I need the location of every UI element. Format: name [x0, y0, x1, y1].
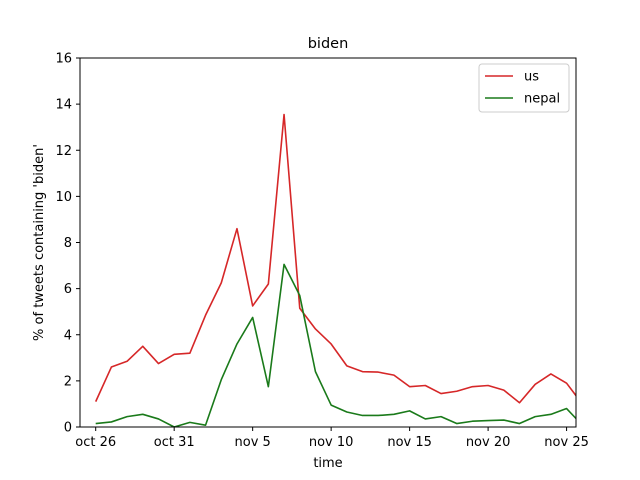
y-tick-label: 10 — [55, 190, 72, 205]
y-tick-label: 12 — [55, 144, 72, 159]
y-tick-label: 16 — [55, 52, 72, 67]
chart-title: biden — [308, 36, 349, 52]
y-tick-label: 14 — [55, 98, 72, 113]
y-tick-label: 6 — [64, 282, 72, 297]
y-tick-label: 0 — [64, 421, 72, 436]
x-axis-label: time — [313, 456, 342, 471]
series-line-us — [94, 113, 576, 404]
legend-label-us: us — [524, 70, 539, 85]
legend-label-nepal: nepal — [524, 92, 560, 107]
y-tick-label: 8 — [64, 236, 72, 251]
legend: us nepal — [478, 63, 570, 113]
x-tick-label: nov 20 — [466, 435, 511, 450]
x-tick-label: nov 10 — [309, 435, 354, 450]
x-tick-label: nov 5 — [235, 435, 271, 450]
y-tick-label: 4 — [64, 328, 72, 343]
x-tick-label: oct 26 — [75, 435, 116, 450]
x-tick-label: nov 25 — [544, 435, 589, 450]
y-tick-label: 2 — [64, 374, 72, 389]
x-tick-label: oct 31 — [154, 435, 195, 450]
x-tick-label: nov 15 — [387, 435, 432, 450]
y-axis-label: % of tweets containing 'biden' — [32, 144, 47, 341]
series-line-nepal — [95, 263, 576, 427]
plot-frame — [79, 57, 577, 428]
